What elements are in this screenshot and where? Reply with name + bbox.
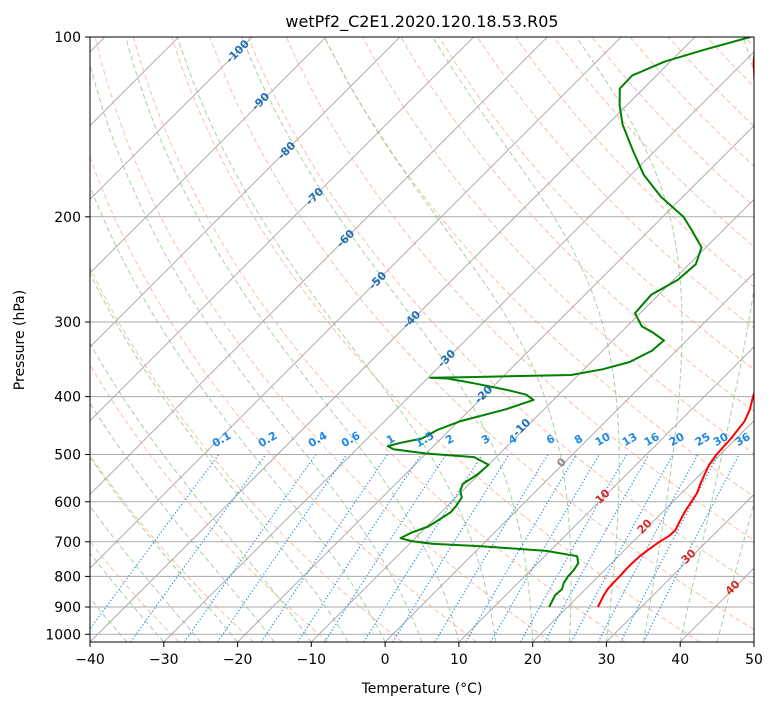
y-tick-label: 100 (54, 30, 81, 46)
isotherm-line (90, 37, 548, 495)
dry-adiabat-line (132, 37, 626, 642)
y-tick-label: 900 (54, 600, 81, 616)
x-tick-label: 20 (524, 652, 542, 668)
mixing-ratio-line (183, 454, 317, 642)
y-tick-label: 800 (54, 569, 81, 585)
y-axis-label: Pressure (hPa) (12, 290, 28, 390)
dry-adiabat-line (90, 454, 254, 642)
mixing-ratio-line (324, 454, 447, 642)
dry-adiabat-line (94, 37, 552, 642)
mixing-ratio-line (260, 454, 388, 642)
isotherm-line (384, 272, 754, 642)
mixing-ratio-line (392, 454, 510, 642)
mixing-ratio-line (90, 454, 220, 630)
x-tick-label: −30 (149, 652, 179, 668)
moist-adiabat-line (90, 342, 312, 642)
moist-adiabat-line (241, 37, 534, 642)
x-tick-label: 40 (671, 652, 689, 668)
temperature-profile-line (597, 48, 754, 608)
mixing-ratio-line (490, 454, 600, 642)
dry-adiabat-line (209, 37, 754, 631)
isotherm-line (90, 37, 253, 200)
y-tick-label: 400 (54, 390, 81, 406)
dry-adiabat-line (247, 37, 754, 586)
dewpoint-profile-line (386, 37, 751, 608)
y-axis: 100 200 300 400 500 600 700 800 900 1000 (45, 30, 90, 643)
moist-adiabat-line (90, 456, 238, 642)
chart-title: wetPf2_C2E1.2020.120.18.53.R05 (285, 12, 558, 32)
plot-frame (89, 36, 755, 643)
isotherm-line (90, 37, 401, 348)
x-tick-label: −20 (223, 652, 253, 668)
moist-adiabat-line (125, 37, 460, 642)
isotherm-line (90, 37, 327, 274)
isotherm-line (458, 346, 754, 642)
profile-lines (386, 37, 754, 608)
x-tick-label: −40 (75, 652, 105, 668)
y-tick-label: 1000 (45, 627, 81, 643)
isotherm-line (90, 37, 696, 642)
x-tick-label: 30 (597, 652, 615, 668)
x-axis: −40 −30 −20 −10 0 10 20 30 40 50 (75, 642, 763, 668)
x-axis-label: Temperature (°C) (361, 681, 483, 697)
y-tick-label: 200 (54, 210, 81, 226)
moist-adiabat-line (575, 37, 683, 642)
dry-adiabat-line (90, 155, 477, 642)
dry-adiabat-line (285, 37, 754, 541)
x-tick-label: 50 (745, 652, 763, 668)
moist-adiabat-line (323, 37, 572, 642)
mixing-ratio-line (519, 454, 628, 642)
isotherm-line (237, 125, 754, 642)
moist-adiabat-line (679, 37, 754, 642)
mixing-ratio-line (465, 454, 578, 642)
dry-adiabat-line (515, 37, 754, 288)
isotherm-line (606, 493, 754, 642)
moist-adiabat-line (716, 501, 754, 642)
mixing-ratio-line (217, 454, 348, 642)
dry-adiabat-line (362, 37, 754, 455)
x-tick-label: 10 (450, 652, 468, 668)
isotherm-line (90, 37, 474, 422)
mixing-ratio-line (597, 454, 699, 642)
dry-adiabat-line (90, 540, 180, 642)
y-tick-label: 300 (54, 315, 81, 331)
dry-adiabat-line (90, 364, 329, 642)
mixing-ratio-line (363, 454, 483, 642)
mixing-ratio-line (297, 454, 422, 642)
dry-adiabat-line (90, 266, 403, 642)
dry-adiabat-line (438, 37, 754, 371)
isotherm-line (532, 420, 754, 642)
y-tick-label: 600 (54, 495, 81, 511)
x-tick-label: −10 (297, 652, 327, 668)
moist-adiabat-line (176, 37, 497, 642)
moist-adiabat-line (90, 272, 349, 642)
moist-adiabat-line (90, 402, 275, 642)
y-tick-label: 700 (54, 535, 81, 551)
background-lines (90, 37, 754, 642)
y-tick-label: 500 (54, 448, 81, 464)
moist-adiabat-line (432, 37, 620, 642)
moist-adiabat-line (90, 185, 386, 642)
isotherm-line (163, 51, 754, 642)
x-tick-label: 0 (381, 652, 390, 668)
dry-adiabat-line (171, 37, 701, 642)
pressure-grid (90, 37, 754, 635)
